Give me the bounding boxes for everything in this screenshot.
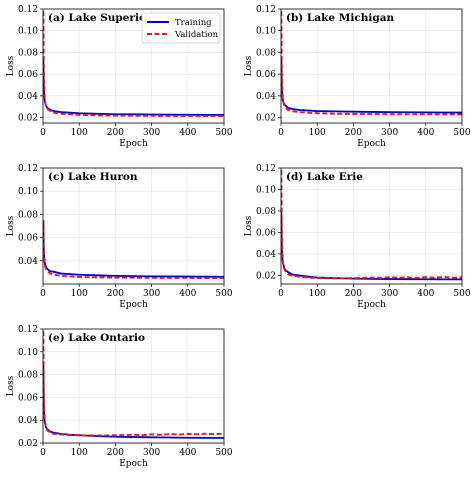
y-tick-label: 0.12	[256, 164, 276, 174]
x-tick-label: 500	[215, 289, 232, 299]
y-tick-label: 0.06	[256, 228, 276, 238]
x-tick-label: 500	[453, 128, 470, 138]
x-tick-label: 0	[278, 289, 284, 299]
panel-title: (c) Lake Huron	[48, 171, 138, 183]
y-tick-label: 0.06	[256, 70, 276, 80]
plot-frame	[280, 8, 463, 124]
y-tick-label: 0.08	[18, 371, 38, 381]
validation-line	[43, 11, 224, 117]
y-tick-label: 0.12	[18, 5, 38, 15]
plot-frame	[280, 167, 463, 285]
validation-line	[281, 170, 462, 280]
x-tick-label: 0	[278, 128, 284, 138]
x-tick-label: 300	[381, 128, 398, 138]
y-tick-label: 0.12	[256, 5, 276, 15]
legend-box	[141, 12, 221, 44]
x-tick-label: 100	[71, 448, 88, 458]
x-axis-label: Epoch	[357, 300, 386, 310]
x-tick-label: 0	[40, 448, 46, 458]
y-tick-label: 0.02	[256, 271, 276, 281]
y-tick-label: 0.04	[18, 257, 38, 267]
x-axis-label: Epoch	[119, 300, 148, 310]
chart-panel-4: 0 100 200 300 400 500 0.02 0.04 0.06 0.08 0.10 0.12…	[244, 164, 471, 310]
x-tick-label: 400	[179, 289, 196, 299]
y-tick-label: 0.04	[256, 250, 276, 260]
chart-panel-1: 0 100 200 300 400 500 0.02 0.04 0.06 0.08 0.10 0.12…	[6, 5, 233, 149]
x-tick-label: 100	[71, 128, 88, 138]
y-tick-label: 0.10	[18, 348, 38, 358]
y-axis-label: Loss	[6, 375, 16, 396]
x-tick-label: 300	[143, 128, 160, 138]
x-tick-label: 100	[309, 128, 326, 138]
y-tick-label: 0.10	[256, 27, 276, 37]
y-tick-label: 0.08	[18, 210, 38, 220]
validation-line	[43, 331, 224, 437]
plot-frame	[42, 328, 225, 444]
plot-frame	[42, 8, 225, 124]
training-line	[43, 220, 224, 278]
y-tick-label: 0.02	[18, 439, 38, 449]
y-tick-label: 0.10	[18, 27, 38, 37]
panel-title: (d) Lake Erie	[286, 171, 363, 183]
x-tick-label: 100	[71, 289, 88, 299]
training-line	[281, 210, 462, 281]
x-tick-label: 500	[215, 448, 232, 458]
x-tick-label: 0	[40, 128, 46, 138]
y-tick-label: 0.06	[18, 393, 38, 403]
chart-panel-2: 0 100 200 300 400 500 0.02 0.04 0.06 0.08 0.10 0.12…	[244, 5, 471, 149]
x-tick-label: 200	[107, 128, 124, 138]
legend-label-training: Training	[175, 18, 212, 28]
x-tick-label: 100	[309, 289, 326, 299]
y-tick-label: 0.12	[18, 325, 38, 335]
y-tick-label: 0.08	[256, 207, 276, 217]
x-tick-label: 200	[107, 289, 124, 299]
legend-label-validation: Validation	[174, 30, 219, 40]
y-tick-label: 0.02	[256, 114, 276, 124]
y-tick-label: 0.12	[18, 164, 38, 174]
y-tick-label: 0.10	[256, 185, 276, 195]
chart-panel-5: 0 100 200 300 400 500 0.02 0.04 0.06 0.08 0.10 0.12…	[6, 325, 233, 469]
y-tick-label: 0.10	[18, 187, 38, 197]
x-tick-label: 300	[143, 289, 160, 299]
x-tick-label: 200	[345, 289, 362, 299]
x-tick-label: 300	[381, 289, 398, 299]
x-tick-label: 400	[417, 289, 434, 299]
x-axis-label: Epoch	[357, 139, 386, 149]
y-axis-label: Loss	[244, 215, 254, 236]
x-tick-label: 400	[417, 128, 434, 138]
x-tick-label: 200	[107, 448, 124, 458]
panel-title: (e) Lake Ontario	[48, 332, 145, 344]
validation-line	[281, 11, 462, 116]
panel-title: (a) Lake Superior	[48, 12, 152, 24]
y-tick-label: 0.04	[18, 92, 38, 102]
y-tick-label: 0.04	[18, 416, 38, 426]
x-tick-label: 200	[345, 128, 362, 138]
x-tick-label: 0	[40, 289, 46, 299]
panel-title: (b) Lake Michigan	[286, 12, 395, 24]
y-axis-label: Loss	[6, 55, 16, 76]
y-axis-label: Loss	[244, 55, 254, 76]
x-axis-label: Epoch	[119, 459, 148, 469]
training-line	[43, 57, 224, 116]
plot-frame	[42, 167, 225, 285]
y-tick-label: 0.04	[256, 92, 276, 102]
training-line	[281, 57, 462, 114]
chart-panel-3: 0 100 200 300 400 500 0.04 0.06 0.08 0.10 0.12 Epoc…	[6, 164, 233, 310]
x-axis-label: Epoch	[119, 139, 148, 149]
validation-line	[43, 220, 224, 280]
y-tick-label: 0.08	[18, 48, 38, 58]
y-tick-label: 0.02	[18, 114, 38, 124]
x-tick-label: 500	[453, 289, 470, 299]
x-tick-label: 400	[179, 128, 196, 138]
y-tick-label: 0.08	[256, 48, 276, 58]
y-axis-label: Loss	[6, 215, 16, 236]
legend: Training Validation	[141, 12, 221, 44]
x-tick-label: 500	[215, 128, 232, 138]
y-tick-label: 0.06	[18, 234, 38, 244]
y-tick-label: 0.06	[18, 70, 38, 80]
x-tick-label: 400	[179, 448, 196, 458]
x-tick-label: 300	[143, 448, 160, 458]
